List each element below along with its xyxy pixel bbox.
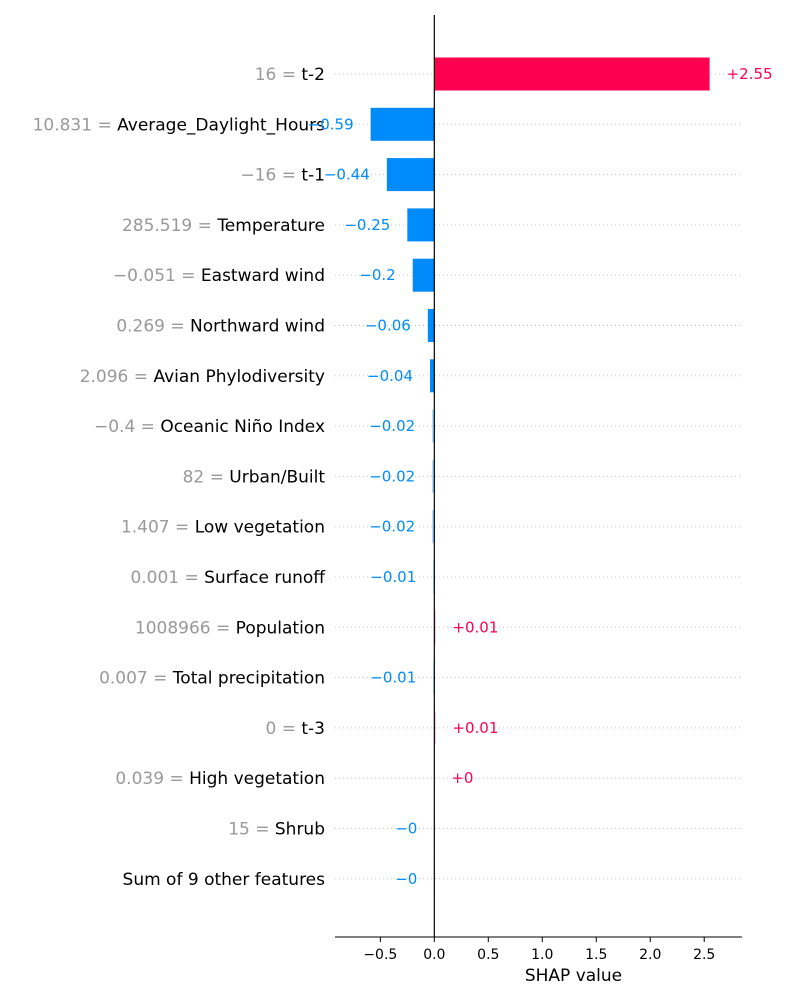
- bar: [432, 459, 435, 493]
- data-labels: +2.55 −0.59 −0.44 −0.25 −0.2 −0.06 −0.04 −0.02 −…: [308, 65, 773, 888]
- feature-name: Temperature: [216, 216, 325, 236]
- feature-label: 0.001 = Surface runoff: [130, 568, 326, 588]
- feature-name: t-2: [301, 65, 325, 85]
- bar: [407, 208, 435, 242]
- feature-value: 10.831 =: [33, 115, 118, 135]
- x-tick-label: 2.5: [693, 947, 715, 963]
- feature-name: t-1: [301, 166, 325, 186]
- feature-value: −0.051 =: [113, 266, 201, 286]
- data-label: −0.02: [369, 417, 415, 435]
- x-tick-label: 2.0: [639, 947, 661, 963]
- feature-name: t-3: [301, 719, 325, 739]
- data-label: +0.01: [452, 719, 498, 737]
- bar: [430, 359, 435, 393]
- data-label: +0: [451, 769, 473, 787]
- feature-name: Population: [236, 618, 325, 638]
- bar: [434, 57, 710, 91]
- feature-label: 2.096 = Avian Phylodiversity: [80, 367, 325, 387]
- feature-value: 285.519 =: [122, 216, 217, 236]
- x-tick-label: 0.5: [477, 947, 499, 963]
- bar: [370, 107, 435, 141]
- feature-value: 15 =: [228, 820, 275, 840]
- x-axis-title: SHAP value: [525, 966, 622, 986]
- feature-label: 15 = Shrub: [228, 820, 325, 840]
- bars: [370, 57, 710, 896]
- feature-label: 1008966 = Population: [135, 618, 325, 638]
- feature-name: Total precipitation: [172, 669, 325, 689]
- data-label: −0: [395, 870, 417, 888]
- feature-label: 82 = Urban/Built: [183, 467, 326, 487]
- feature-name: Surface runoff: [204, 568, 326, 588]
- feature-value: 16 =: [255, 65, 302, 85]
- feature-name: Sum of 9 other features: [123, 870, 326, 890]
- feature-value: 1.407 =: [121, 518, 195, 538]
- feature-value: 0.269 =: [116, 317, 190, 337]
- feature-value: 0.007 =: [99, 669, 173, 689]
- feature-label: −16 = t-1: [240, 166, 325, 186]
- bar: [412, 258, 435, 292]
- feature-label: −0.4 = Oceanic Niño Index: [94, 417, 325, 437]
- bar: [427, 309, 435, 342]
- feature-label: 0.269 = Northward wind: [116, 317, 325, 337]
- feature-labels: 16 = t-2 10.831 = Average_Daylight_Hours −…: [33, 65, 327, 890]
- x-tick-label: 0.0: [423, 947, 445, 963]
- feature-name: Avian Phylodiversity: [153, 367, 325, 387]
- data-label: +0.01: [452, 618, 498, 636]
- data-label: −0: [395, 820, 417, 838]
- feature-name: Low vegetation: [195, 518, 325, 538]
- feature-name: Oceanic Niño Index: [160, 417, 325, 437]
- data-label: −0.25: [344, 216, 390, 234]
- data-label: −0.04: [367, 367, 413, 385]
- data-label: −0.02: [369, 467, 415, 485]
- feature-name: Eastward wind: [201, 266, 325, 286]
- feature-name: Shrub: [275, 820, 325, 840]
- feature-label: 0.007 = Total precipitation: [99, 669, 325, 689]
- bar: [432, 409, 435, 443]
- feature-label: Sum of 9 other features: [123, 870, 326, 890]
- bar: [432, 510, 435, 544]
- data-label: −0.59: [308, 115, 354, 133]
- feature-value: 0.039 =: [115, 769, 189, 789]
- feature-label: 0 = t-3: [266, 719, 326, 739]
- bar: [386, 158, 435, 192]
- feature-label: 16 = t-2: [255, 65, 325, 85]
- feature-value: 82 =: [183, 467, 230, 487]
- feature-name: Average_Daylight_Hours: [117, 115, 325, 135]
- feature-name: High vegetation: [189, 769, 325, 789]
- feature-name: Northward wind: [190, 317, 325, 337]
- x-tick-label: −0.5: [363, 947, 397, 963]
- x-tick-label: 1.5: [585, 947, 607, 963]
- data-label: −0.01: [370, 669, 416, 687]
- data-label: −0.2: [359, 266, 395, 284]
- data-label: +2.55: [727, 65, 773, 83]
- feature-value: 1008966 =: [135, 618, 236, 638]
- feature-value: 0 =: [266, 719, 302, 739]
- feature-value: 0.001 =: [130, 568, 204, 588]
- x-tick-label: 1.0: [531, 947, 553, 963]
- x-axis: −0.5 0.0 0.5 1.0 1.5 2.0 2.5: [335, 936, 742, 963]
- feature-value: 2.096 =: [80, 367, 154, 387]
- feature-value: −0.4 =: [94, 417, 160, 437]
- data-label: −0.44: [324, 166, 370, 184]
- feature-label: 1.407 = Low vegetation: [121, 518, 325, 538]
- data-label: −0.06: [365, 317, 411, 335]
- feature-label: 10.831 = Average_Daylight_Hours: [33, 115, 326, 135]
- feature-label: 285.519 = Temperature: [122, 216, 325, 236]
- feature-label: −0.051 = Eastward wind: [113, 266, 325, 286]
- feature-label: 0.039 = High vegetation: [115, 769, 325, 789]
- feature-name: Urban/Built: [229, 467, 325, 487]
- data-label: −0.01: [370, 568, 416, 586]
- data-label: −0.02: [369, 518, 415, 536]
- feature-value: −16 =: [240, 166, 301, 186]
